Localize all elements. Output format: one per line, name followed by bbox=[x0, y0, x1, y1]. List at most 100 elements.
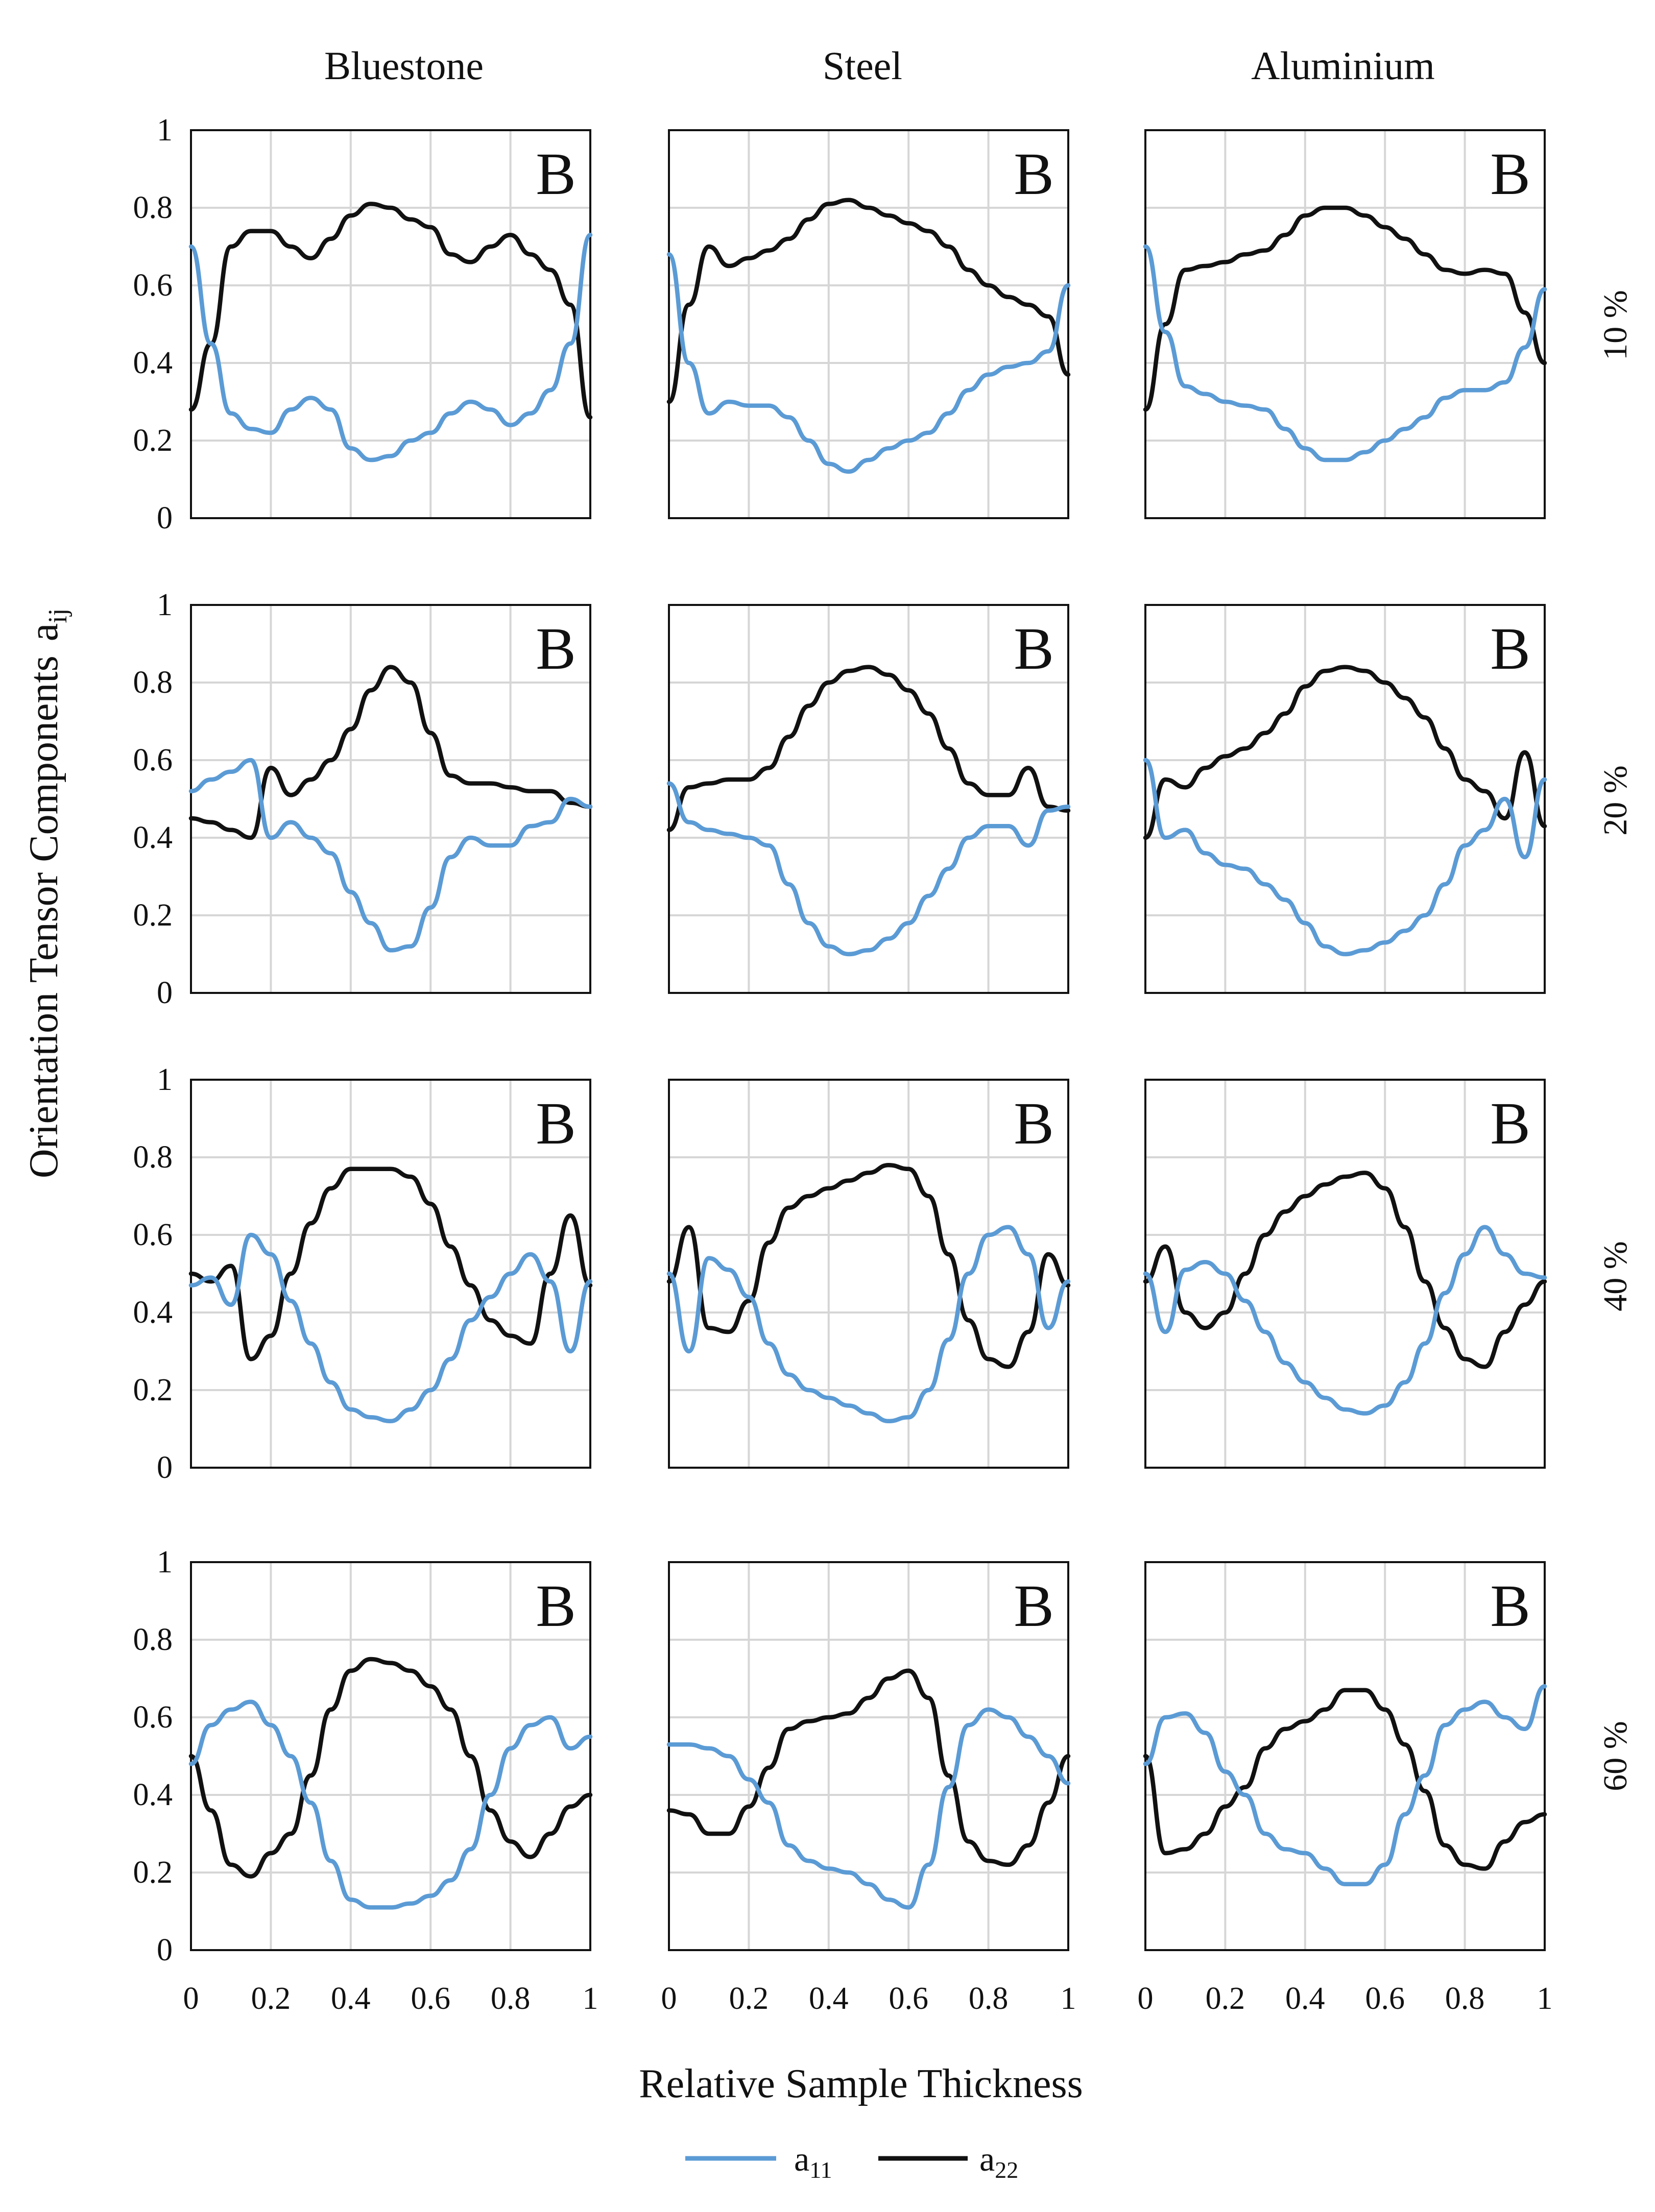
y-axis-title-symbol: a bbox=[21, 623, 66, 642]
y-tick-label: 0.2 bbox=[133, 1855, 173, 1890]
series-line-a22 bbox=[666, 665, 1071, 833]
panel-letter: B bbox=[1490, 615, 1530, 682]
y-tick-label: 0 bbox=[157, 501, 173, 536]
y-tick-label: 1 bbox=[157, 1545, 173, 1579]
panel-letter: B bbox=[1014, 1572, 1054, 1639]
y-tick-label: 0.6 bbox=[133, 1218, 173, 1252]
y-tick-label: 0.8 bbox=[133, 665, 173, 700]
panel-aluminium-10: B bbox=[1143, 129, 1547, 519]
x-tick-label: 0 bbox=[183, 1981, 199, 2016]
x-tick-label: 1 bbox=[1537, 1981, 1553, 2016]
y-tick-label: 0.4 bbox=[133, 1295, 173, 1330]
y-axis-title: Orientation Tensor Components aij bbox=[21, 609, 73, 1178]
legend-label-a11: a11 bbox=[794, 2140, 832, 2183]
series-line-a11 bbox=[188, 232, 593, 463]
x-tick-label: 0.2 bbox=[251, 1981, 291, 2016]
y-tick-label: 0.6 bbox=[133, 1700, 173, 1735]
panel-frame bbox=[190, 129, 591, 519]
x-tick-label: 0.8 bbox=[491, 1981, 531, 2016]
panel-letter: B bbox=[536, 1572, 576, 1639]
y-axis-title-subscript: ij bbox=[43, 609, 73, 623]
x-tick-label: 0.6 bbox=[889, 1981, 928, 2016]
y-tick-label: 0.8 bbox=[133, 1622, 173, 1657]
x-tick-label: 0.2 bbox=[729, 1981, 769, 2016]
x-tick-label: 1 bbox=[1061, 1981, 1076, 2016]
column-title-bluestone: Bluestone bbox=[324, 43, 484, 88]
panel-aluminium-40: B bbox=[1143, 1079, 1547, 1469]
series-line-a11 bbox=[1143, 1684, 1547, 1887]
y-tick-label: 0.2 bbox=[133, 898, 173, 933]
panels-group: 0 0.2 0.4 0.6 0.8 1 B B B 0 0.2 0.4 0.6 0.8 1 B B B 0 0.2 0.… bbox=[133, 113, 1553, 2016]
y-tick-label: 1 bbox=[157, 588, 173, 622]
panel-steel-20: B bbox=[666, 604, 1071, 994]
series-line-a22 bbox=[188, 1657, 593, 1879]
x-tick-label: 0 bbox=[1138, 1981, 1154, 2016]
legend-label-a22: a22 bbox=[979, 2140, 1018, 2183]
panel-frame bbox=[1144, 604, 1546, 994]
series-line-a11 bbox=[666, 781, 1071, 957]
series-line-a11 bbox=[188, 758, 593, 953]
series-line-a11 bbox=[1143, 1225, 1547, 1416]
y-tick-label: 0.6 bbox=[133, 743, 173, 777]
column-title-steel: Steel bbox=[823, 43, 902, 88]
x-tick-label: 0 bbox=[661, 1981, 677, 2016]
series-line-a22 bbox=[1143, 205, 1547, 412]
column-title-aluminium: Aluminium bbox=[1251, 43, 1435, 88]
x-tick-label: 0.8 bbox=[1445, 1981, 1485, 2016]
panel-steel-40: B bbox=[666, 1079, 1071, 1469]
panel-bluestone-20: 0 0.2 0.4 0.6 0.8 1 B bbox=[133, 588, 593, 1010]
panel-frame bbox=[1144, 129, 1546, 519]
y-tick-label: 0.8 bbox=[133, 190, 173, 225]
row-label-20: 20 % bbox=[1597, 765, 1634, 835]
series-line-a11 bbox=[1143, 244, 1547, 463]
series-line-a11 bbox=[1143, 758, 1547, 957]
row-label-10: 10 % bbox=[1597, 290, 1634, 360]
series-line-a11 bbox=[666, 1707, 1071, 1910]
legend: a11 a22 bbox=[685, 2140, 1018, 2183]
y-tick-label: 1 bbox=[157, 113, 173, 148]
y-tick-label: 0 bbox=[157, 1933, 173, 1967]
y-tick-label: 0.4 bbox=[133, 346, 173, 380]
y-tick-label: 1 bbox=[157, 1062, 173, 1097]
y-tick-label: 0.4 bbox=[133, 1778, 173, 1812]
panel-frame bbox=[668, 604, 1069, 994]
panel-letter: B bbox=[536, 140, 576, 207]
series-line-a11 bbox=[188, 1232, 593, 1424]
series-line-a22 bbox=[666, 1668, 1071, 1867]
legend-a22-symbol: a bbox=[979, 2140, 995, 2178]
x-tick-label: 1 bbox=[583, 1981, 598, 2016]
legend-a11-subscript: 11 bbox=[809, 2157, 832, 2183]
legend-a11-symbol: a bbox=[794, 2140, 809, 2178]
panel-aluminium-60: 0 0.2 0.4 0.6 0.8 1 B bbox=[1138, 1561, 1553, 2016]
panel-steel-10: B bbox=[666, 129, 1071, 519]
y-tick-label: 0.6 bbox=[133, 268, 173, 303]
y-tick-label: 0.4 bbox=[133, 820, 173, 855]
x-tick-label: 0.2 bbox=[1206, 1981, 1245, 2016]
panel-letter: B bbox=[1490, 1090, 1530, 1157]
x-tick-label: 0.4 bbox=[331, 1981, 371, 2016]
y-tick-label: 0 bbox=[157, 1450, 173, 1485]
panel-letter: B bbox=[536, 615, 576, 682]
x-tick-label: 0.8 bbox=[969, 1981, 1009, 2016]
series-line-a11 bbox=[666, 1225, 1071, 1424]
panel-steel-60: 0 0.2 0.4 0.6 0.8 1 B bbox=[661, 1561, 1076, 2016]
panel-letter: B bbox=[1014, 615, 1054, 682]
panel-letter: B bbox=[536, 1090, 576, 1157]
series-line-a22 bbox=[666, 198, 1071, 404]
y-tick-label: 0.2 bbox=[133, 1373, 173, 1407]
series-line-a11 bbox=[666, 252, 1071, 474]
x-tick-label: 0.6 bbox=[1365, 1981, 1405, 2016]
y-tick-label: 0.2 bbox=[133, 423, 173, 458]
panel-letter: B bbox=[1490, 140, 1530, 207]
y-axis-title-text: Orientation Tensor Components bbox=[21, 655, 66, 1178]
row-label-40: 40 % bbox=[1597, 1241, 1634, 1311]
panel-frame bbox=[190, 604, 591, 994]
series-line-a22 bbox=[188, 1166, 593, 1362]
panel-aluminium-20: B bbox=[1143, 604, 1547, 994]
x-tick-label: 0.4 bbox=[809, 1981, 849, 2016]
panel-letter: B bbox=[1014, 140, 1054, 207]
x-tick-label: 0.4 bbox=[1285, 1981, 1325, 2016]
x-tick-label: 0.6 bbox=[411, 1981, 450, 2016]
